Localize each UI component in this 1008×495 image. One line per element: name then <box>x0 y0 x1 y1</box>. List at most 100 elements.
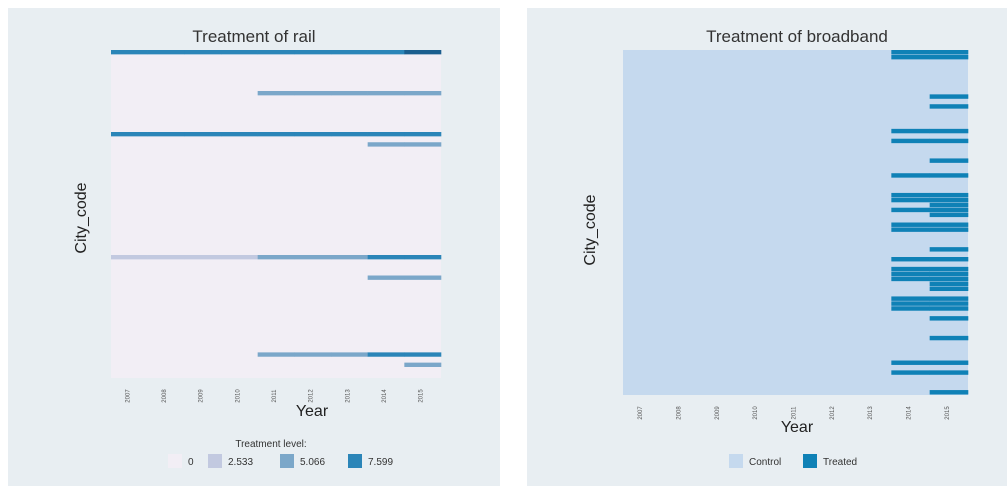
heatmap-cell <box>111 50 148 55</box>
chart-title: Treatment of rail <box>192 27 315 46</box>
legend-label: Control <box>749 457 781 468</box>
heatmap-cell <box>404 142 442 147</box>
x-tick-label: 2014 <box>382 389 388 403</box>
heatmap-background <box>111 50 441 378</box>
heatmap-cell <box>891 306 930 311</box>
heatmap-cell <box>221 255 258 260</box>
x-tick-label: 2007 <box>638 406 644 420</box>
heatmap-cell <box>294 352 332 357</box>
heatmap-cell <box>929 138 969 144</box>
legend-label: 2.533 <box>228 457 253 468</box>
heatmap-cell <box>891 54 930 60</box>
heatmap-cell <box>891 222 930 227</box>
heatmap-cell <box>891 50 930 55</box>
heatmap-cell <box>367 275 405 280</box>
heatmap-cell <box>257 132 295 137</box>
heatmap-cell <box>891 271 930 277</box>
heatmap-cell <box>929 335 969 341</box>
heatmap-cell <box>929 306 969 311</box>
heatmap-cell <box>404 132 442 137</box>
legend-label: Treated <box>823 457 857 468</box>
heatmap-cell <box>929 360 969 365</box>
heatmap-cell <box>367 255 405 260</box>
heatmap-cell <box>929 173 969 178</box>
heatmap-cell <box>929 296 969 301</box>
heatmap-cell <box>257 50 295 55</box>
y-axis-label: City_code <box>582 194 599 265</box>
heatmap-cell <box>929 286 969 292</box>
heatmap-cell <box>404 352 442 357</box>
heatmap-cell <box>929 370 969 375</box>
legend-swatch <box>729 454 743 468</box>
heatmap-cell <box>929 301 969 306</box>
x-tick-label: 2015 <box>419 389 425 403</box>
x-tick-label: 2010 <box>753 406 759 420</box>
heatmap-cell <box>404 50 442 55</box>
heatmap-cell <box>929 247 969 252</box>
legend-label: 7.599 <box>368 457 393 468</box>
rail-chart-panel: Treatment of rail 2007 2008 2009 2010 2011 20… <box>8 8 500 486</box>
heatmap-cell <box>367 132 405 137</box>
x-tick-label: 2015 <box>945 406 951 420</box>
x-tick-label: 2014 <box>907 406 913 420</box>
heatmap-cell <box>891 296 930 301</box>
heatmap-cell <box>891 257 930 262</box>
legend-swatch <box>348 454 362 468</box>
heatmap-cell <box>891 266 930 272</box>
heatmap-cell <box>184 132 222 137</box>
heatmap-cell <box>404 362 442 367</box>
heatmap-cell <box>929 50 969 55</box>
heatmap-cell <box>929 276 969 282</box>
heatmap-cell <box>891 360 930 365</box>
heatmap-cell <box>147 255 185 260</box>
x-tick-label: 2012 <box>830 406 836 420</box>
legend-swatch <box>803 454 817 468</box>
heatmap-cell <box>111 255 148 260</box>
heatmap-cell <box>891 192 930 198</box>
rail-chart: Treatment of rail 2007 2008 2009 2010 2011 20… <box>73 27 442 468</box>
x-tick-label: 2011 <box>272 389 278 403</box>
heatmap-cell <box>367 142 405 147</box>
heatmap-cell <box>891 173 930 178</box>
x-axis-label: Year <box>296 403 329 420</box>
heatmap-cell <box>891 370 930 375</box>
y-axis-label: City_code <box>73 182 90 253</box>
heatmap-cell <box>257 352 295 357</box>
heatmap-cell <box>184 50 222 55</box>
heatmap-cell <box>929 207 969 213</box>
heatmap-cell <box>294 255 332 260</box>
heatmap-cell <box>147 132 185 137</box>
heatmap-cell <box>891 207 930 213</box>
heatmap-cell <box>929 266 969 272</box>
heatmap-cell <box>294 91 332 96</box>
heatmap-cell <box>257 91 295 96</box>
heatmap-cell <box>929 271 969 277</box>
broadband-chart-panel: Treatment of broadband 2007 2008 2009 2010 2… <box>527 8 1007 486</box>
legend-label: 5.066 <box>300 457 325 468</box>
x-tick-label: 2013 <box>868 406 874 420</box>
legend-title: Treatment level: <box>235 439 306 450</box>
heatmap-cell <box>891 227 930 232</box>
heatmap-cell <box>147 50 185 55</box>
heatmap-cell <box>221 132 258 137</box>
heatmap-cell <box>257 255 295 260</box>
heatmap-cell <box>331 352 368 357</box>
heatmap-cell <box>891 138 930 144</box>
x-tick-label: 2013 <box>345 389 351 403</box>
legend-label: 0 <box>188 457 194 468</box>
x-tick-label: 2008 <box>162 389 168 403</box>
heatmap-cell <box>184 255 222 260</box>
x-tick-label: 2010 <box>235 389 241 403</box>
legend-swatch <box>208 454 222 468</box>
heatmap-cell <box>404 255 442 260</box>
heatmap-cell <box>929 281 969 287</box>
x-tick-label: 2008 <box>677 406 683 420</box>
heatmap-cell <box>929 257 969 262</box>
heatmap-cell <box>404 91 442 96</box>
broadband-chart: Treatment of broadband 2007 2008 2009 2010 2… <box>582 27 969 468</box>
heatmap-cell <box>929 227 969 232</box>
heatmap-cell <box>404 275 442 280</box>
x-axis-label: Year <box>781 419 814 436</box>
heatmap-cell <box>929 390 969 395</box>
x-tick-label: 2009 <box>715 406 721 420</box>
